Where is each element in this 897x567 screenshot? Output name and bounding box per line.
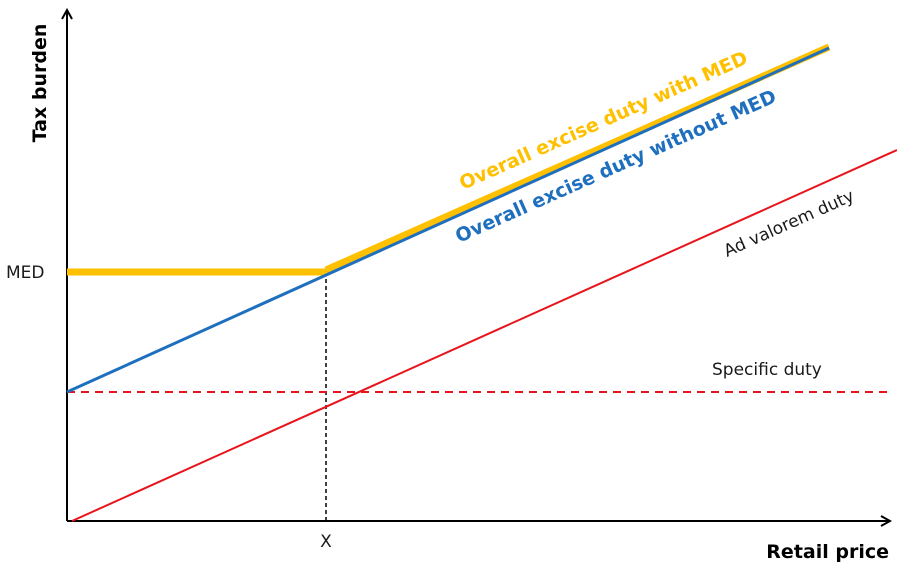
ad-valorem-duty-line <box>71 149 897 522</box>
x-axis-label: Retail price <box>766 541 889 563</box>
specific-duty-label: Specific duty <box>712 360 822 380</box>
without-med-line <box>66 46 830 394</box>
x-tick-label: X <box>320 532 332 552</box>
y-axis-label: Tax burden <box>29 24 51 143</box>
with-med-line <box>324 43 831 274</box>
med-tick-label: MED <box>6 263 45 283</box>
